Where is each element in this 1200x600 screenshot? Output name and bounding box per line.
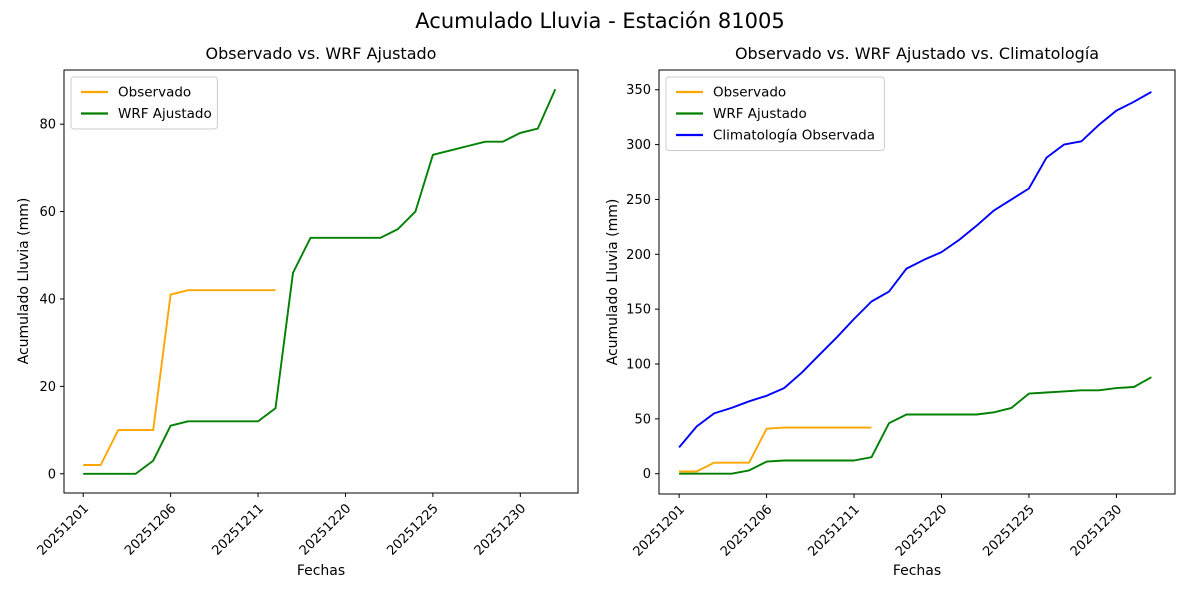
x-tick-label: 20251211 xyxy=(805,502,862,559)
series-line-observado xyxy=(83,289,276,466)
series-line-wrf-ajustado xyxy=(83,88,557,475)
x-tick-label: 20251225 xyxy=(980,502,1037,559)
x-tick-label: 20251230 xyxy=(472,501,529,558)
legend-label: Observado xyxy=(118,85,191,101)
left-legend xyxy=(70,76,218,130)
x-tick-label: 20251201 xyxy=(631,502,688,559)
y-tick-label: 300 xyxy=(626,138,651,153)
legend-label: WRF Ajustado xyxy=(118,106,212,122)
series-line-observado xyxy=(679,426,872,473)
series-line-climatolog-a-observada xyxy=(678,91,1152,449)
right-x-axis-label: Fechas xyxy=(892,563,942,579)
y-tick-label: 200 xyxy=(626,248,651,263)
right-chart-title: Observado vs. WRF Ajustado vs. Climatolo… xyxy=(734,44,1100,63)
left-x-axis-label: Fechas xyxy=(296,563,346,579)
x-tick-label: 20251230 xyxy=(1068,502,1125,559)
series-line-wrf-ajustado xyxy=(679,376,1152,475)
x-tick-label: 20251220 xyxy=(297,501,354,558)
legend-label: Observado xyxy=(713,85,786,101)
y-tick-label: 250 xyxy=(626,193,651,208)
y-tick-label: 40 xyxy=(39,292,56,307)
left-chart-title: Observado vs. WRF Ajustado xyxy=(205,44,437,63)
y-tick-label: 0 xyxy=(48,467,56,482)
y-tick-label: 20 xyxy=(39,380,56,395)
x-tick-label: 20251206 xyxy=(122,501,179,558)
legend-label: WRF Ajustado xyxy=(713,106,807,122)
y-tick-label: 350 xyxy=(626,83,651,98)
x-tick-label: 20251201 xyxy=(35,501,92,558)
left-axes-frame xyxy=(63,69,579,494)
y-tick-label: 50 xyxy=(634,412,651,427)
y-tick-label: 60 xyxy=(39,205,56,220)
x-tick-label: 20251225 xyxy=(384,501,441,558)
right-axes-frame xyxy=(658,69,1176,495)
y-tick-label: 100 xyxy=(626,358,651,373)
x-tick-label: 20251220 xyxy=(893,502,950,559)
y-tick-label: 80 xyxy=(39,118,56,133)
y-tick-label: 150 xyxy=(626,303,651,318)
legend-label: Climatología Observada xyxy=(713,128,875,144)
x-tick-label: 20251211 xyxy=(209,501,266,558)
x-tick-label: 20251206 xyxy=(718,502,775,559)
right-legend xyxy=(665,76,885,151)
y-tick-label: 0 xyxy=(643,467,651,482)
figure-suptitle: Acumulado Lluvia - Estación 81005 xyxy=(415,9,785,33)
